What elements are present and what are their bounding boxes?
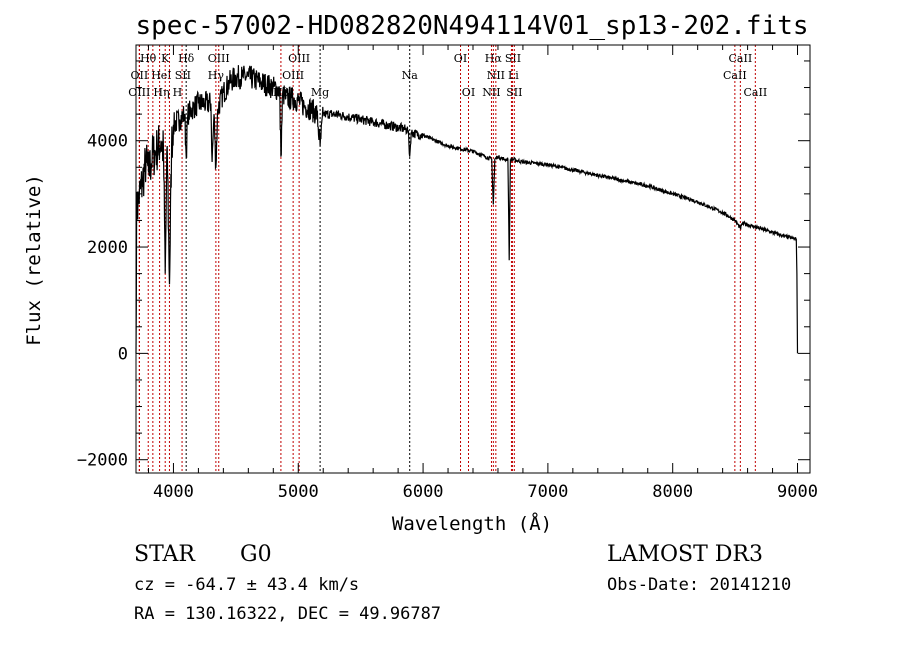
- line-label: SII: [505, 52, 521, 65]
- line-label: HeI: [151, 69, 171, 82]
- object-subclass: G0: [240, 542, 272, 567]
- line-label: Hη: [153, 86, 169, 99]
- x-axis-label: Wavelength (Å): [392, 512, 552, 535]
- survey-name: LAMOST DR3: [607, 542, 763, 567]
- spectrum-series: [135, 65, 799, 354]
- line-label: OII: [131, 69, 149, 82]
- line-label: Hδ: [178, 52, 195, 65]
- line-label: K: [161, 52, 170, 65]
- plot-frame: [135, 44, 811, 474]
- line-label: CaII: [723, 69, 747, 82]
- line-label: NII: [487, 69, 505, 82]
- line-label: OIII: [282, 69, 304, 82]
- y-tick-label: 0: [118, 344, 128, 364]
- y-axis-label: Flux (relative): [23, 174, 45, 346]
- line-label: OIII: [288, 52, 310, 65]
- x-tick-label: 8000: [652, 482, 693, 502]
- x-tick-label: 7000: [527, 482, 568, 502]
- line-label: SII: [506, 86, 522, 99]
- line-label: CaII: [744, 86, 768, 99]
- x-tick-label: 5000: [278, 482, 319, 502]
- line-label: Hα: [485, 52, 503, 65]
- line-label: Li: [508, 69, 519, 82]
- spectrum-line: [135, 65, 799, 354]
- axis-ticks: 4000 5000 6000 7000 8000 9000 −2000 0 2000 4000: [77, 45, 818, 502]
- obs-date: Obs-Date: 20141210: [607, 575, 791, 595]
- line-label: CaII: [729, 52, 753, 65]
- chart-title: spec-57002-HD082820N494114V01_sp13-202.f…: [135, 11, 808, 41]
- x-tick-label: 9000: [777, 482, 818, 502]
- y-tick-label: −2000: [77, 451, 128, 471]
- object-class: STAR: [134, 542, 196, 567]
- line-label: OI: [454, 52, 467, 65]
- line-label: Na: [402, 69, 419, 82]
- redshift-cz: cz = -64.7 ± 43.4 km/s: [134, 575, 359, 595]
- line-label: Hγ: [208, 69, 225, 82]
- y-tick-label: 2000: [87, 238, 128, 258]
- line-label: H: [173, 86, 183, 99]
- line-label: Hθ: [140, 52, 157, 65]
- x-tick-label: 6000: [403, 482, 444, 502]
- line-label: OIII: [128, 86, 150, 99]
- line-label: OI: [462, 86, 475, 99]
- line-label: NII: [482, 86, 500, 99]
- line-label: SII: [175, 69, 191, 82]
- line-label: OIII: [208, 52, 230, 65]
- ra-dec: RA = 130.16322, DEC = 49.96787: [134, 604, 441, 624]
- line-label: Mg: [311, 86, 329, 99]
- x-tick-label: 4000: [153, 482, 194, 502]
- y-tick-label: 4000: [87, 132, 128, 152]
